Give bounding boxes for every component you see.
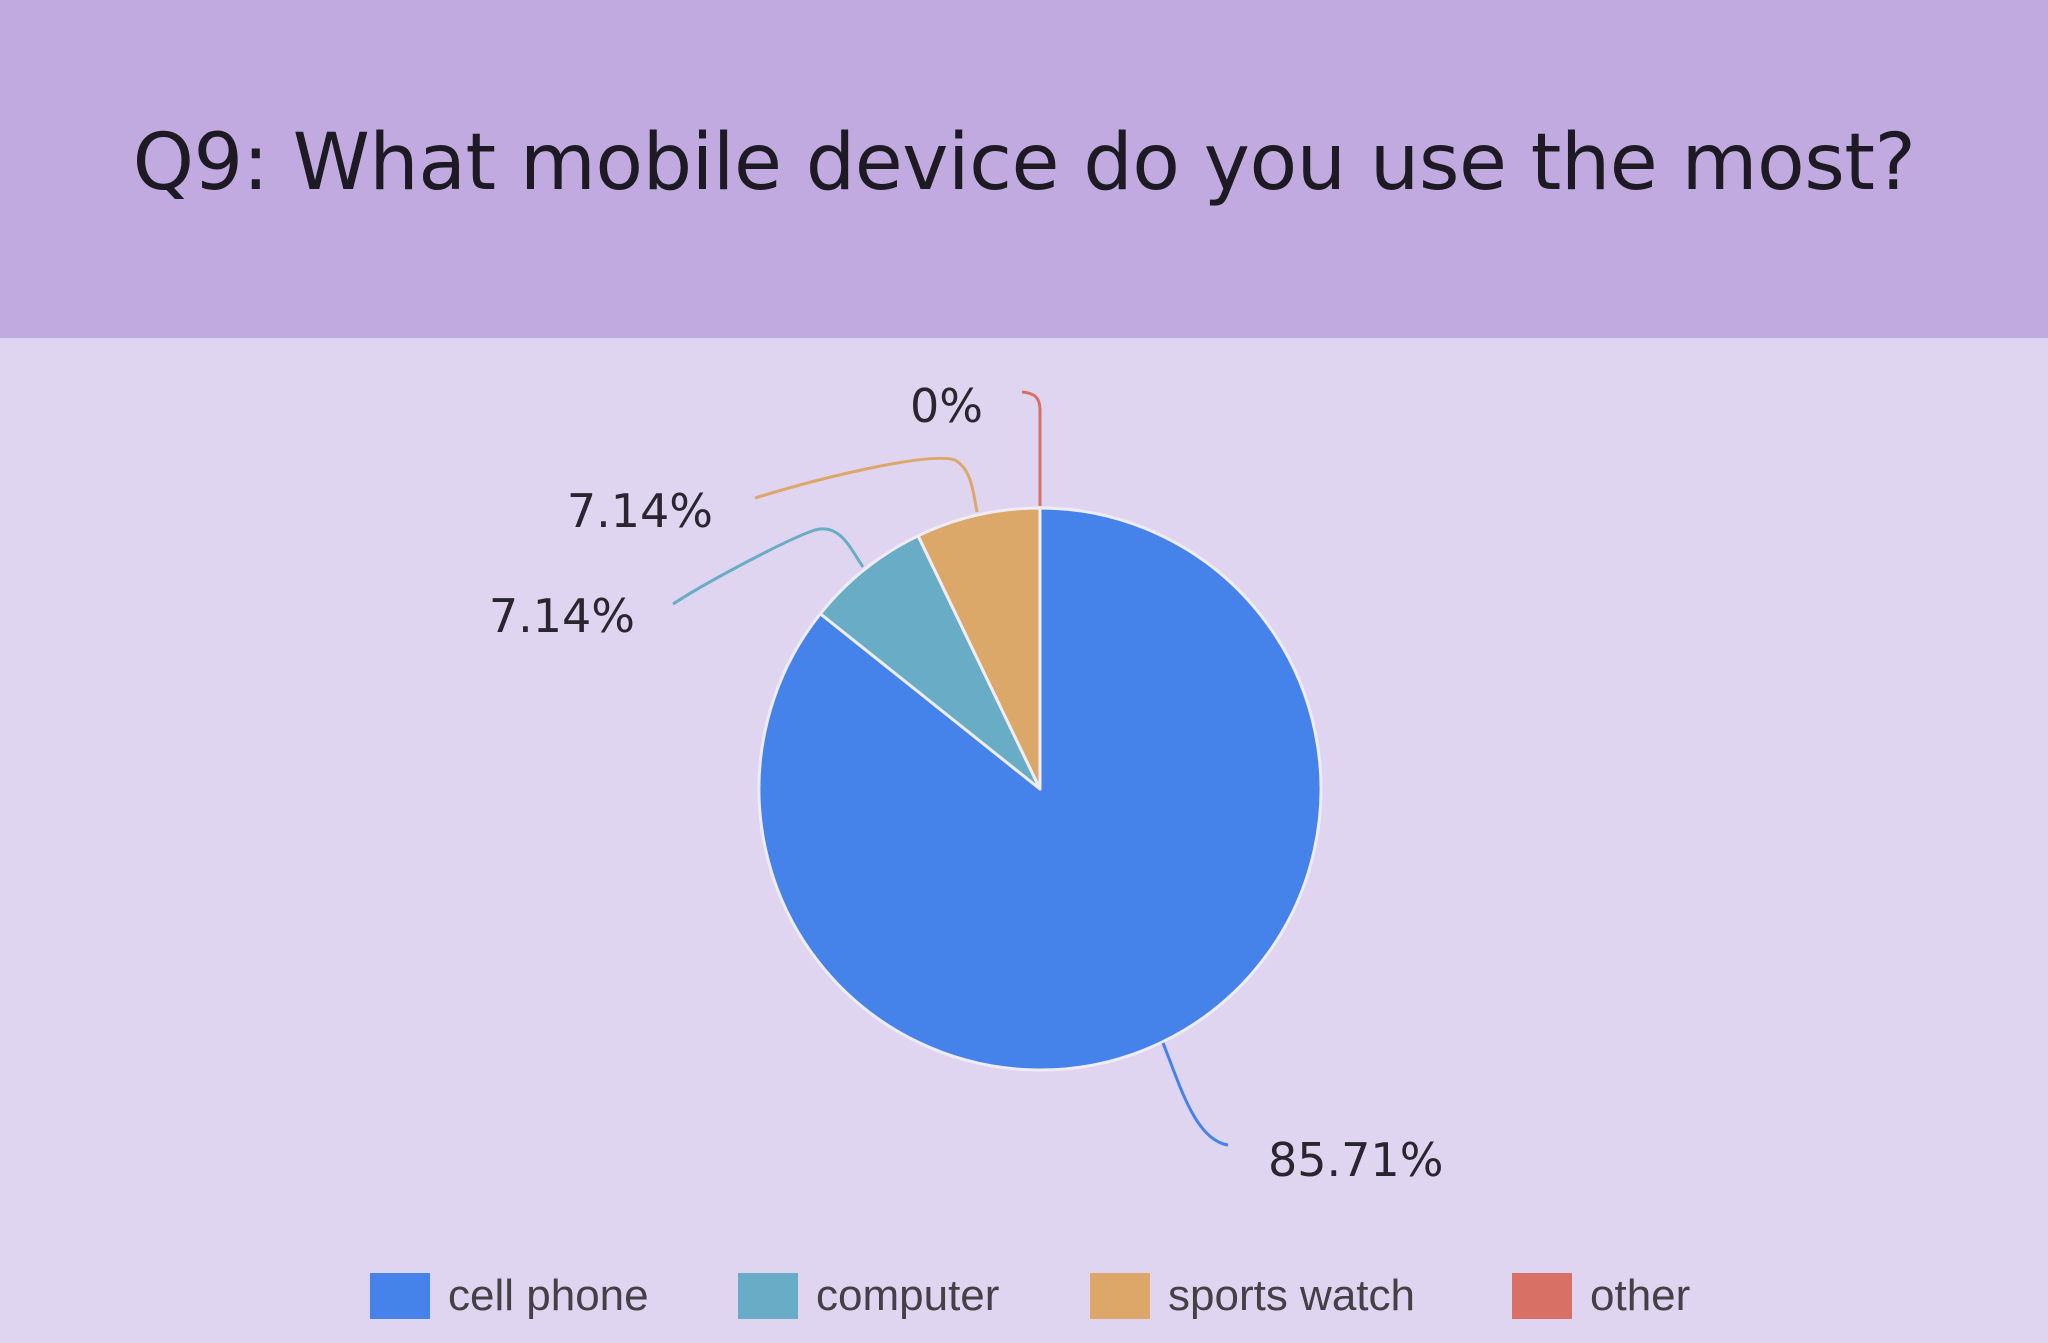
leader-line-sports-watch (754, 456, 979, 513)
legend: cell phone computer sports watch other (0, 1268, 2048, 1324)
data-label-other: 0% (910, 379, 983, 433)
chart-title: Q9: What mobile device do you use the mo… (132, 118, 1916, 208)
data-label-sports-watch: 7.14% (567, 484, 713, 538)
pie-slice-sports-watch[interactable] (916, 506, 1042, 791)
legend-swatch-computer (738, 1273, 798, 1319)
leader-line-cell-phone (1161, 1042, 1229, 1147)
legend-label-sports-watch: sports watch (1168, 1271, 1415, 1320)
legend-label-computer: computer (816, 1271, 1000, 1320)
legend-item-cell-phone[interactable]: cell phone (370, 1268, 649, 1324)
legend-item-other[interactable]: other (1512, 1268, 1690, 1324)
leader-line-other (1021, 390, 1042, 506)
legend-item-sports-watch[interactable]: sports watch (1090, 1268, 1415, 1324)
legend-swatch-cell-phone (370, 1273, 430, 1319)
legend-item-computer[interactable]: computer (738, 1268, 999, 1324)
data-label-cell-phone: 85.71% (1268, 1133, 1443, 1187)
leader-line-computer (672, 527, 865, 606)
legend-swatch-sports-watch (1090, 1273, 1150, 1319)
data-label-computer: 7.14% (489, 589, 635, 643)
legend-swatch-other (1512, 1273, 1572, 1319)
title-banner: Q9: What mobile device do you use the mo… (0, 0, 2048, 338)
pie-slice-computer[interactable] (818, 534, 1042, 791)
legend-label-other: other (1590, 1271, 1691, 1320)
legend-label-cell-phone: cell phone (448, 1271, 649, 1320)
